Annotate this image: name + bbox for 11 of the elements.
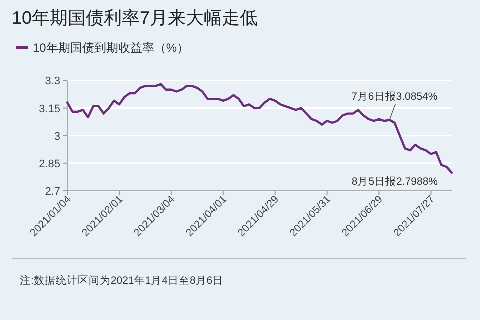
chart-title: 10年期国债利率7月来大幅走低 [12, 8, 258, 28]
y-tick-label: 2.85 [39, 158, 60, 170]
y-tick-label: 3.3 [45, 76, 60, 88]
annotation: 7月6日报3.0854% [352, 91, 438, 104]
y-tick-label: 3 [54, 130, 60, 143]
line-series [66, 83, 454, 174]
legend-label: 10年期国债到期收益率（%） [33, 41, 190, 55]
text: 注:数据统计区间为2021年1月4日至8月6日 [20, 274, 224, 287]
y-tick-label: 2.7 [45, 186, 60, 198]
y-tick-label: 3.15 [39, 103, 60, 116]
annotation: 8月5日报2.7988% [352, 176, 438, 188]
